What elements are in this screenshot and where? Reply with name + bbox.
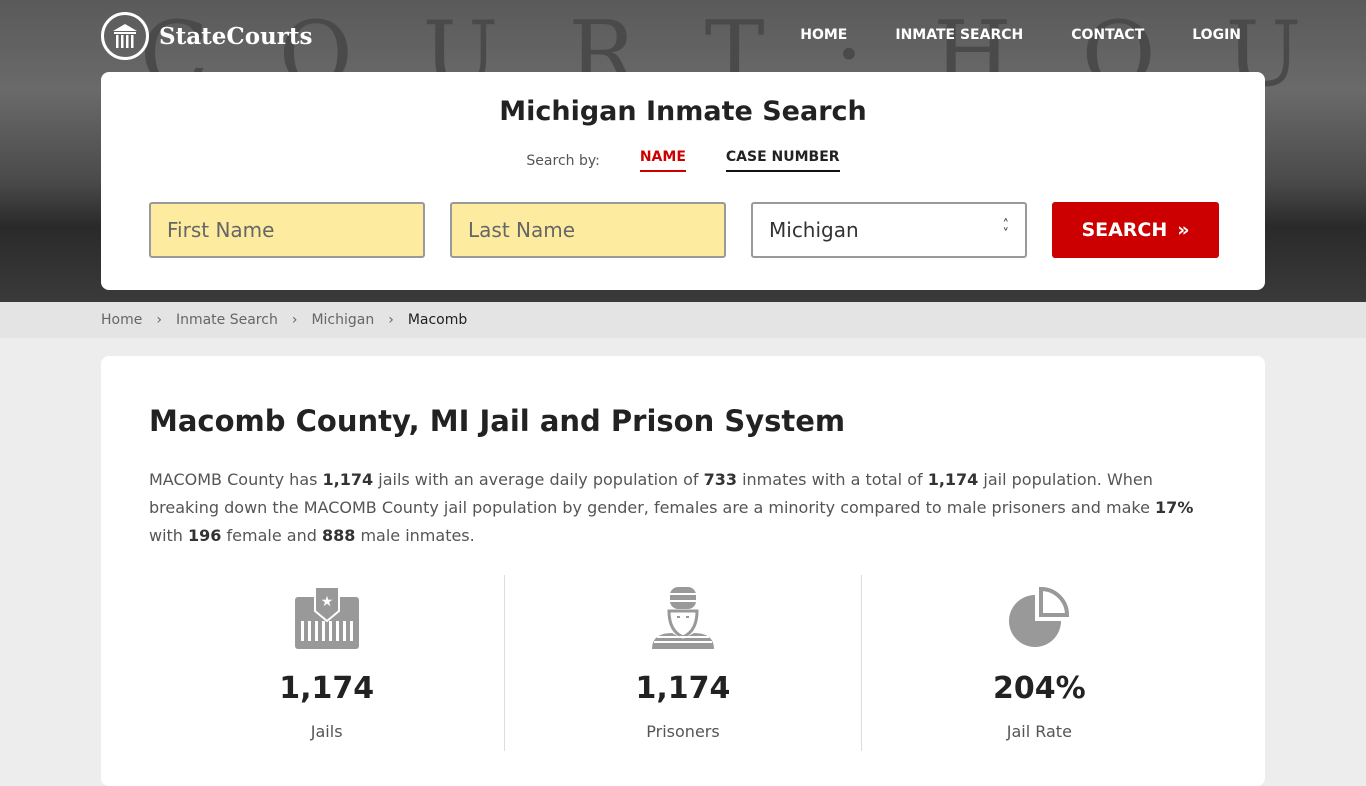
page-title: Macomb County, MI Jail and Prison System — [149, 404, 846, 438]
county-description: MACOMB County has 1,174 jails with an av… — [149, 470, 1194, 545]
search-by-label: Search by: — [526, 152, 600, 169]
nav-home[interactable]: HOME — [800, 27, 848, 43]
breadcrumb-macomb: Macomb — [407, 312, 468, 328]
tab-name[interactable]: NAME — [639, 149, 686, 172]
county-info: Macomb County, MI Jail and Prison System… — [101, 356, 1265, 786]
logo[interactable]: StateCourts — [101, 12, 312, 60]
select-arrows-icon: ˄ ˅ — [1002, 218, 1010, 242]
state-select[interactable]: Michigan ˄ ˅ — [751, 202, 1027, 258]
chevron-right-icon: › — [291, 312, 298, 328]
breadcrumb: Home › Inmate Search › Michigan › Macomb — [0, 302, 1366, 338]
state-select-value: Michigan — [769, 218, 859, 242]
prisoner-icon — [651, 587, 714, 649]
breadcrumb-inmate-search[interactable]: Inmate Search — [175, 312, 278, 328]
brand-name: StateCourts — [159, 22, 313, 50]
stat-prisoners: 1,174 Prisoners — [504, 575, 860, 751]
stat-jail-rate-value: 204% — [992, 671, 1086, 706]
stat-jail-rate-label: Jail Rate — [1006, 722, 1072, 741]
top-nav: HOME INMATE SEARCH CONTACT LOGIN — [800, 27, 1241, 43]
double-chevron-right-icon: » — [1177, 219, 1190, 241]
jail-icon: ★ — [294, 586, 359, 649]
search-title: Michigan Inmate Search — [499, 96, 867, 127]
pie-chart-icon — [1009, 586, 1070, 647]
stat-jails: ★ 1,174 Jails — [149, 575, 504, 751]
courthouse-icon — [101, 12, 149, 60]
stat-prisoners-label: Prisoners — [646, 722, 720, 741]
breadcrumb-home[interactable]: Home — [101, 312, 143, 328]
search-button-label: SEARCH — [1081, 219, 1168, 241]
stat-prisoners-value: 1,174 — [635, 671, 731, 706]
chevron-right-icon: › — [388, 312, 394, 328]
first-name-input[interactable]: First Name — [149, 202, 425, 258]
search-card: Michigan Inmate Search Search by: NAME C… — [101, 72, 1265, 290]
stat-jails-label: Jails — [310, 722, 343, 741]
nav-inmate-search[interactable]: INMATE SEARCH — [895, 27, 1024, 43]
last-name-input[interactable]: Last Name — [450, 202, 726, 258]
svg-text:★: ★ — [320, 594, 333, 610]
stat-jail-rate: 204% Jail Rate — [860, 575, 1217, 751]
nav-login[interactable]: LOGIN — [1192, 27, 1241, 43]
breadcrumb-michigan[interactable]: Michigan — [311, 312, 375, 328]
tab-case-number[interactable]: CASE NUMBER — [725, 149, 840, 172]
chevron-right-icon: › — [156, 312, 162, 328]
search-button[interactable]: SEARCH » — [1052, 202, 1219, 258]
nav-contact[interactable]: CONTACT — [1071, 27, 1145, 43]
stat-jails-value: 1,174 — [279, 671, 375, 706]
